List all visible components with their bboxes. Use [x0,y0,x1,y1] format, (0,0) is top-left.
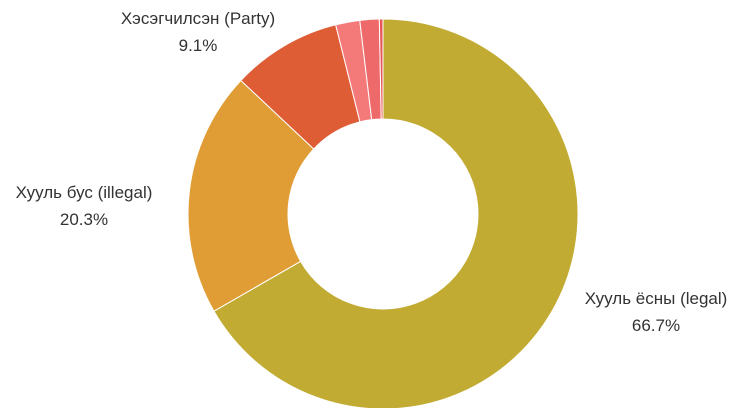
slice-value-label-1: 20.3% [60,210,108,229]
pie-slice-5 [378,18,384,120]
pie-slice-0 [213,18,579,408]
slice-label-0: Хууль ёсны (legal) [585,289,728,308]
pie-slice-1 [187,79,315,312]
slice-label-2: Хэсэгчилсэн (Party) [121,9,275,28]
slice-value-label-0: 66.7% [632,316,680,335]
slice-label-1: Хууль бус (illegal) [16,183,153,202]
slice-value-label-2: 9.1% [179,36,218,55]
